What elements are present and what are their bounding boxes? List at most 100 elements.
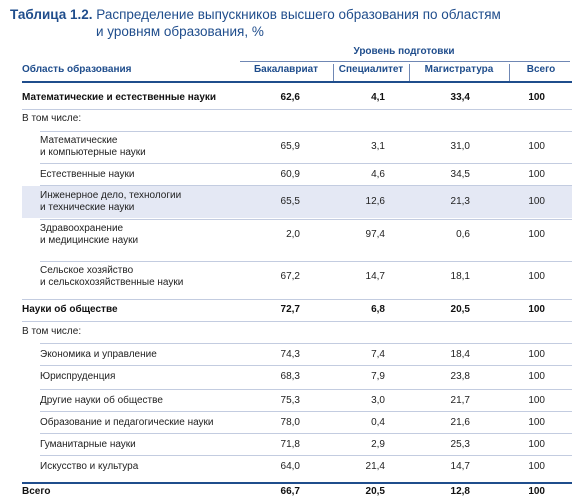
caption-text-line2: и уровням образования, % (96, 24, 264, 39)
table-row: Искусство и культура 64,0 21,4 14,7 100 (0, 456, 579, 478)
cell-value: 100 (528, 169, 545, 180)
row-divider (22, 483, 572, 484)
cell-value: 14,7 (365, 271, 385, 282)
column-header-master: Магистратура (410, 64, 508, 80)
cell-value: 78,0 (280, 417, 300, 428)
cell-value: 68,3 (280, 371, 300, 382)
row-label: В том числе: (22, 113, 82, 124)
cell-value: 18,1 (450, 271, 470, 282)
cell-value: 20,5 (365, 486, 385, 497)
table-row: Инженерное дело, технологии и технически… (0, 186, 579, 218)
cell-value: 100 (528, 271, 545, 282)
cell-value: 21,7 (450, 395, 470, 406)
cell-value: 100 (528, 439, 545, 450)
cell-value: 2,9 (371, 439, 385, 450)
row-highlight (22, 186, 572, 218)
table-row: Юриспруденция 68,3 7,9 23,8 100 (0, 366, 579, 388)
row-divider (40, 343, 572, 344)
table-row: Математические и естественные науки 62,6 4… (0, 88, 579, 108)
cell-value: 21,6 (450, 417, 470, 428)
row-divider (40, 261, 572, 262)
table-row: Гуманитарные науки 71,8 2,9 25,3 100 (0, 434, 579, 456)
cell-value: 2,0 (286, 229, 300, 240)
row-divider (40, 365, 572, 366)
cell-value: 34,5 (450, 169, 470, 180)
table-row: Другие науки об обществе 75,3 3,0 21,7 100 (0, 390, 579, 412)
row-label: Образование и педагогические науки (40, 417, 214, 428)
master-header-label: Магистратура (424, 64, 494, 75)
row-divider (40, 163, 572, 164)
cell-value: 100 (528, 395, 545, 406)
caption-text: Распределение выпускников высшего образо… (92, 7, 501, 22)
row-divider (40, 185, 572, 186)
cell-value: 72,7 (280, 304, 300, 315)
cell-value: 33,4 (450, 92, 470, 103)
table-row: Сельское хозяйство и сельскохозяйственны… (0, 262, 579, 292)
row-label: Математические и естественные науки (22, 92, 217, 103)
table-caption: Таблица 1.2. Распределение выпускников в… (10, 6, 570, 40)
row-label: Здравоохранение и медицинские науки (40, 223, 139, 246)
cell-value: 74,3 (280, 349, 300, 360)
area-header-label: Область образования (22, 64, 132, 75)
cell-value: 3,1 (371, 141, 385, 152)
row-label: Гуманитарные науки (40, 439, 136, 450)
cell-value: 100 (528, 486, 545, 497)
cell-value: 64,0 (280, 461, 300, 472)
cell-value: 65,5 (280, 196, 300, 207)
cell-value: 97,4 (365, 229, 385, 240)
cell-value: 21,3 (450, 196, 470, 207)
cell-value: 7,4 (371, 349, 385, 360)
row-divider (22, 109, 572, 110)
row-label: В том числе: (22, 326, 82, 337)
row-label: Науки об обществе (22, 304, 118, 315)
header-separator (409, 64, 410, 82)
header-separator (333, 64, 334, 82)
specialist-header-label: Специалитет (338, 64, 404, 75)
cell-value: 0,6 (456, 229, 470, 240)
row-label: Инженерное дело, технологии и технически… (40, 190, 182, 213)
column-header-total: Всего (510, 64, 572, 80)
table-row: Экономика и управление 74,3 7,4 18,4 100 (0, 344, 579, 366)
cell-value: 12,6 (365, 196, 385, 207)
cell-value: 100 (528, 229, 545, 240)
column-group-header: Уровень подготовки (353, 46, 455, 57)
cell-value: 100 (528, 304, 545, 315)
cell-value: 31,0 (450, 141, 470, 152)
cell-value: 0,4 (371, 417, 385, 428)
cell-value: 20,5 (450, 304, 470, 315)
cell-value: 4,6 (371, 169, 385, 180)
row-label: Искусство и культура (40, 461, 139, 472)
subgroup-label-row: В том числе: (0, 322, 579, 342)
cell-value: 4,1 (371, 92, 385, 103)
total-header-label: Всего (526, 64, 556, 75)
row-divider (40, 455, 572, 456)
column-header-specialist: Специалитет (334, 64, 408, 80)
cell-value: 7,9 (371, 371, 385, 382)
row-label: Естественные науки (40, 169, 135, 180)
table-row: Образование и педагогические науки 78,0 0,… (0, 412, 579, 434)
row-divider (22, 482, 572, 483)
cell-value: 3,0 (371, 395, 385, 406)
row-label: Сельское хозяйство и сельскохозяйственны… (40, 265, 184, 288)
cell-value: 67,2 (280, 271, 300, 282)
cell-value: 100 (528, 349, 545, 360)
header-separator (509, 64, 510, 82)
row-divider (40, 219, 572, 220)
cell-value: 66,7 (280, 486, 300, 497)
row-divider (22, 321, 572, 322)
table-row: Здравоохранение и медицинские науки 2,0 97… (0, 220, 579, 250)
cell-value: 100 (528, 461, 545, 472)
cell-value: 100 (528, 196, 545, 207)
cell-value: 25,3 (450, 439, 470, 450)
cell-value: 100 (528, 417, 545, 428)
cell-value: 21,4 (365, 461, 385, 472)
cell-value: 65,9 (280, 141, 300, 152)
cell-value: 60,9 (280, 169, 300, 180)
table-row: Науки об обществе 72,7 6,8 20,5 100 (0, 300, 579, 320)
bachelor-header-label: Бакалавриат (253, 64, 319, 75)
header-rule (22, 81, 572, 83)
row-label: Другие науки об обществе (40, 395, 163, 406)
cell-value: 12,8 (450, 486, 470, 497)
column-header-bachelor: Бакалавриат (240, 64, 332, 80)
cell-value: 100 (528, 141, 545, 152)
